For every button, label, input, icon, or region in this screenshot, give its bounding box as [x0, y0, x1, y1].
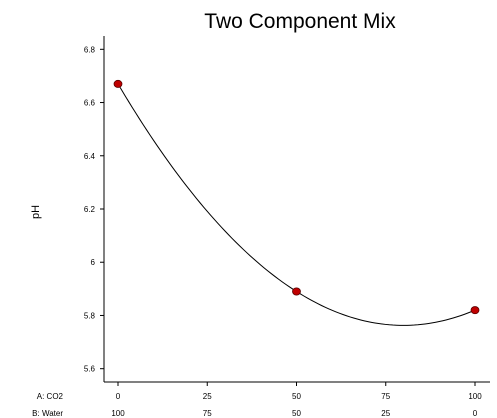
- data-point: [292, 287, 301, 296]
- y-tick-label: 5.8: [84, 311, 96, 320]
- x-tick-label: 100: [111, 409, 125, 418]
- y-tick-label: 6: [91, 258, 96, 267]
- y-tick-label: 6.2: [84, 205, 96, 214]
- data-point: [470, 306, 480, 315]
- y-tick-label: 5.6: [84, 365, 96, 374]
- x-tick-label: 0: [473, 409, 478, 418]
- plot-area: 5.6 5.8 6 6.2 6.4 6.6 6.8 A: CO2 0 25 50 75 100 B: Wa…: [32, 36, 490, 418]
- x-tick-label: 75: [381, 392, 390, 401]
- x-tick-label: 25: [381, 409, 390, 418]
- data-point: [113, 79, 123, 88]
- x-tick-label: 0: [116, 392, 121, 401]
- x-tick-label: 100: [468, 392, 482, 401]
- x-axis-label-b: B: Water: [32, 409, 63, 418]
- x-tick-label: 50: [292, 392, 301, 401]
- x-tick-label: 25: [203, 392, 212, 401]
- chart-title: Two Component Mix: [204, 10, 396, 33]
- x-tick-label: 75: [203, 409, 212, 418]
- y-tick-label: 6.8: [84, 45, 96, 54]
- x-axis-label-a: A: CO2: [37, 392, 64, 401]
- y-tick-label: 6.6: [84, 99, 96, 108]
- y-axis-label: pH: [30, 205, 42, 219]
- x-tick-label: 50: [292, 409, 301, 418]
- y-tick-label: 6.4: [84, 152, 96, 161]
